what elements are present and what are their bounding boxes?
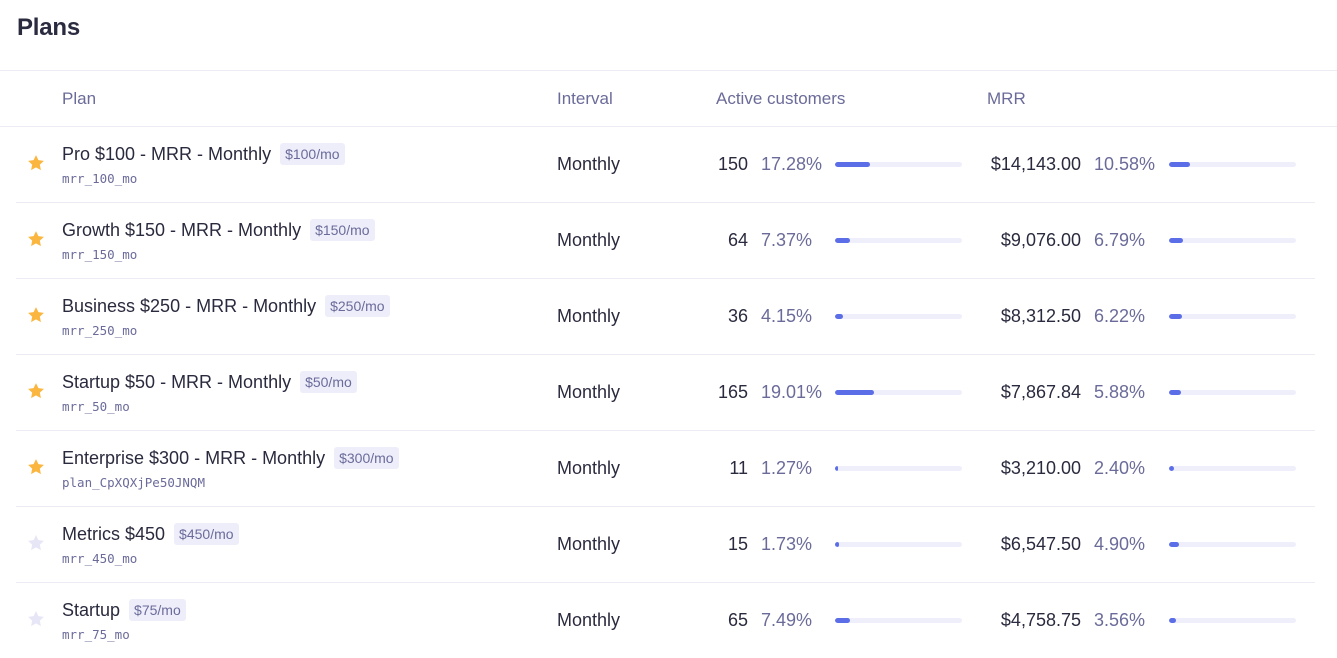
active-customers-count: 165 (717, 382, 748, 402)
price-badge: $250/mo (325, 295, 390, 317)
price-badge: $50/mo (300, 371, 357, 393)
active-customers-bar (835, 466, 962, 471)
price-badge: $450/mo (174, 523, 239, 545)
table-row[interactable]: Startup $50 - MRR - Monthly $50/mo mrr_5… (0, 355, 1337, 431)
mrr-percent: 10.58% (1094, 154, 1156, 174)
active-customers-count: 36 (727, 306, 748, 326)
mrr-value: $8,312.50 (1000, 306, 1081, 326)
star-icon[interactable] (26, 305, 46, 325)
mrr-value: $7,867.84 (1000, 382, 1081, 402)
plan-id: mrr_100_mo (62, 171, 138, 186)
plan-id: mrr_250_mo (62, 323, 138, 338)
column-header-mrr[interactable]: MRR (987, 89, 1026, 108)
plan-interval: Monthly (557, 458, 621, 478)
active-customers-percent: 1.27% (761, 458, 813, 478)
plan-id: mrr_50_mo (62, 399, 130, 414)
plan-interval: Monthly (557, 610, 621, 630)
star-icon[interactable] (26, 609, 46, 629)
active-customers-count: 150 (717, 154, 748, 174)
active-customers-percent: 7.49% (761, 610, 813, 630)
table-row[interactable]: Growth $150 - MRR - Monthly $150/mo mrr_… (0, 203, 1337, 279)
price-badge: $300/mo (334, 447, 399, 469)
mrr-bar (1169, 390, 1296, 395)
column-header-active-customers[interactable]: Active customers (716, 89, 846, 108)
mrr-percent: 2.40% (1094, 458, 1146, 478)
active-customers-count: 64 (727, 230, 748, 250)
table-row[interactable]: Metrics $450 $450/mo mrr_450_mo Monthly … (0, 507, 1337, 583)
active-customers-bar (835, 618, 962, 623)
mrr-bar (1169, 466, 1296, 471)
mrr-percent: 6.22% (1094, 306, 1146, 326)
plan-name[interactable]: Pro $100 - MRR - Monthly (62, 143, 272, 164)
mrr-value: $9,076.00 (1000, 230, 1081, 250)
price-badge: $75/mo (129, 599, 186, 621)
mrr-percent: 4.90% (1094, 534, 1146, 554)
mrr-percent: 5.88% (1094, 382, 1146, 402)
star-icon[interactable] (26, 533, 46, 553)
mrr-value: $4,758.75 (1000, 610, 1081, 630)
column-header-plan[interactable]: Plan (62, 89, 97, 108)
plan-name[interactable]: Metrics $450 (62, 523, 166, 544)
table-row[interactable]: Pro $100 - MRR - Monthly $100/mo mrr_100… (0, 127, 1337, 203)
plan-name[interactable]: Business $250 - MRR - Monthly (62, 295, 317, 316)
plan-id: mrr_75_mo (62, 627, 130, 642)
plan-id: mrr_450_mo (62, 551, 138, 566)
table-row[interactable]: Startup $75/mo mrr_75_mo Monthly 65 7.49… (0, 583, 1337, 658)
active-customers-bar (835, 542, 962, 547)
plan-id: mrr_150_mo (62, 247, 138, 262)
mrr-bar (1169, 238, 1296, 243)
table-row[interactable]: Business $250 - MRR - Monthly $250/mo mr… (0, 279, 1337, 355)
mrr-value: $3,210.00 (1000, 458, 1081, 478)
price-badge: $150/mo (310, 219, 375, 241)
plan-interval: Monthly (557, 382, 621, 402)
plan-interval: Monthly (557, 230, 621, 250)
active-customers-bar (835, 238, 962, 243)
star-icon[interactable] (26, 153, 46, 173)
plan-name[interactable]: Startup (62, 599, 121, 620)
mrr-percent: 6.79% (1094, 230, 1146, 250)
mrr-bar (1169, 162, 1296, 167)
active-customers-percent: 4.15% (761, 306, 813, 326)
plans-table-body: Pro $100 - MRR - Monthly $100/mo mrr_100… (0, 127, 1337, 658)
mrr-bar (1169, 542, 1296, 547)
active-customers-percent: 1.73% (761, 534, 813, 554)
page-title: Plans (17, 14, 81, 41)
plan-interval: Monthly (557, 534, 621, 554)
table-row[interactable]: Enterprise $300 - MRR - Monthly $300/mo … (0, 431, 1337, 507)
price-badge: $100/mo (280, 143, 345, 165)
star-icon[interactable] (26, 229, 46, 249)
mrr-bar (1169, 314, 1296, 319)
mrr-value: $6,547.50 (1000, 534, 1081, 554)
mrr-bar (1169, 618, 1296, 623)
active-customers-count: 65 (727, 610, 748, 630)
active-customers-bar (835, 162, 962, 167)
plan-interval: Monthly (557, 154, 621, 174)
plan-name[interactable]: Enterprise $300 - MRR - Monthly (62, 447, 326, 468)
active-customers-count: 15 (727, 534, 748, 554)
active-customers-bar (835, 390, 962, 395)
active-customers-bar (835, 314, 962, 319)
mrr-percent: 3.56% (1094, 610, 1146, 630)
plan-name[interactable]: Startup $50 - MRR - Monthly (62, 371, 292, 392)
star-icon[interactable] (26, 457, 46, 477)
column-header-interval[interactable]: Interval (557, 89, 613, 108)
active-customers-count: 11 (729, 458, 748, 478)
plan-id: plan_CpXQXjPe50JNQM (62, 475, 205, 490)
plan-name[interactable]: Growth $150 - MRR - Monthly (62, 219, 302, 240)
active-customers-percent: 19.01% (761, 382, 823, 402)
active-customers-percent: 7.37% (761, 230, 813, 250)
table-header: Plan Interval Active customers MRR (0, 70, 1337, 127)
active-customers-percent: 17.28% (761, 154, 823, 174)
star-icon[interactable] (26, 381, 46, 401)
mrr-value: $14,143.00 (990, 154, 1081, 174)
plan-interval: Monthly (557, 306, 621, 326)
